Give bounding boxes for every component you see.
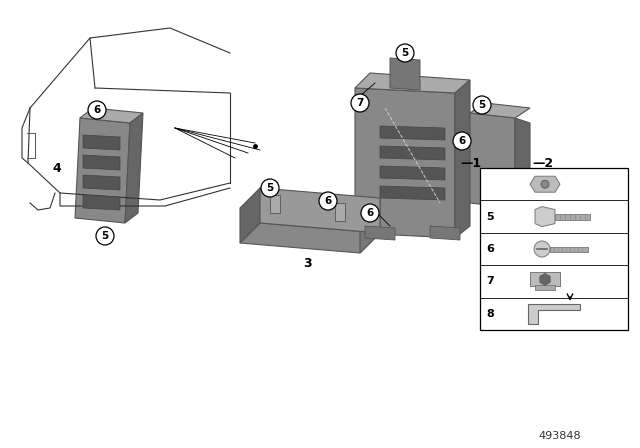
Circle shape [396, 44, 414, 62]
Text: 8: 8 [486, 309, 494, 319]
Polygon shape [260, 188, 380, 233]
Text: 3: 3 [304, 257, 312, 270]
Text: 5: 5 [266, 183, 274, 193]
Polygon shape [240, 223, 380, 253]
Text: 5: 5 [401, 48, 408, 58]
Text: 6: 6 [486, 244, 494, 254]
Polygon shape [335, 203, 345, 221]
Circle shape [88, 101, 106, 119]
Polygon shape [380, 126, 445, 140]
Bar [480, 168, 628, 330]
Polygon shape [83, 175, 120, 190]
Polygon shape [270, 195, 280, 213]
Polygon shape [355, 73, 470, 93]
Polygon shape [535, 207, 555, 227]
Polygon shape [430, 226, 460, 240]
Text: 5: 5 [486, 211, 494, 222]
Bar [555, 214, 590, 220]
Polygon shape [470, 103, 530, 118]
Text: 4: 4 [52, 161, 61, 175]
Polygon shape [380, 146, 445, 160]
Polygon shape [240, 188, 260, 243]
Text: —2: —2 [532, 156, 553, 169]
Text: 7: 7 [356, 98, 364, 108]
Polygon shape [528, 304, 580, 324]
Polygon shape [390, 58, 420, 90]
Polygon shape [380, 186, 445, 200]
Circle shape [319, 192, 337, 210]
Polygon shape [83, 135, 120, 150]
Circle shape [453, 132, 471, 150]
Circle shape [473, 96, 491, 114]
Text: 5: 5 [478, 100, 486, 110]
Polygon shape [530, 272, 560, 286]
Text: 6: 6 [366, 208, 374, 218]
Polygon shape [470, 113, 515, 208]
Circle shape [541, 180, 549, 188]
Polygon shape [530, 176, 560, 192]
Circle shape [351, 94, 369, 112]
Polygon shape [125, 113, 143, 223]
Circle shape [261, 179, 279, 197]
Circle shape [534, 241, 550, 257]
Bar [550, 246, 588, 251]
Text: 7: 7 [486, 276, 494, 286]
Polygon shape [80, 108, 143, 123]
Text: 5: 5 [101, 231, 109, 241]
Text: 6: 6 [458, 136, 466, 146]
Polygon shape [75, 118, 130, 223]
Polygon shape [360, 198, 380, 253]
Circle shape [96, 227, 114, 245]
Text: 493848: 493848 [539, 431, 581, 441]
Polygon shape [83, 195, 120, 210]
Polygon shape [365, 226, 395, 240]
Circle shape [361, 204, 379, 222]
Text: —1: —1 [460, 156, 481, 169]
Polygon shape [83, 155, 120, 170]
Polygon shape [515, 118, 530, 213]
Polygon shape [455, 80, 470, 238]
Text: 6: 6 [93, 105, 100, 115]
Polygon shape [540, 273, 550, 285]
Text: 6: 6 [324, 196, 332, 206]
Polygon shape [355, 88, 455, 238]
Bar [535, 285, 555, 290]
Polygon shape [380, 166, 445, 180]
